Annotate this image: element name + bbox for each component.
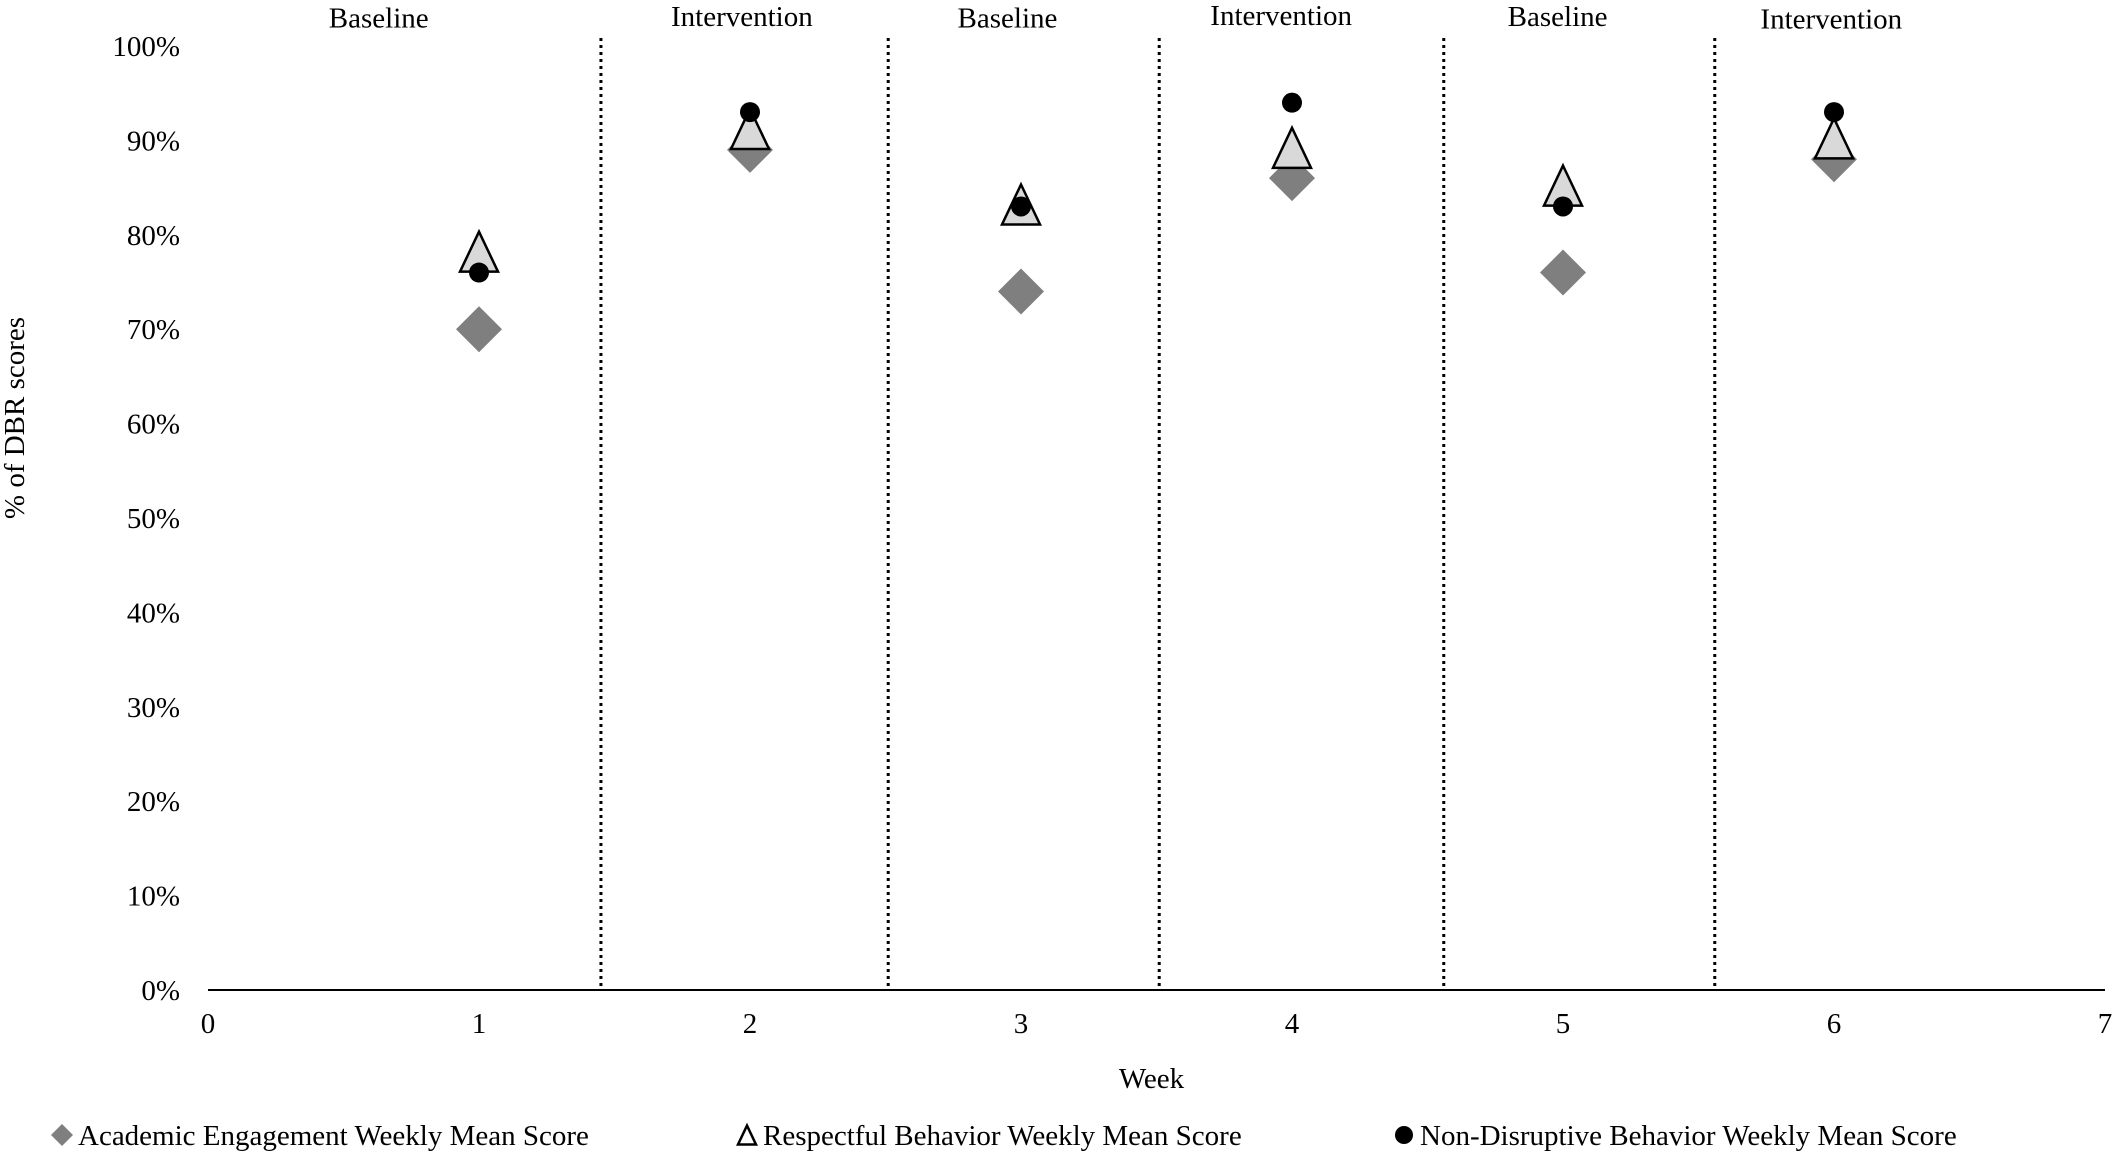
x-axis-title: Week bbox=[1119, 1063, 1185, 1095]
y-tick-label: 20% bbox=[127, 786, 180, 818]
y-axis-tick-labels: 0% 10% 20% 30% 40% 50% 60% 70% 80% 90% 100% bbox=[112, 31, 180, 1007]
y-tick-label: 60% bbox=[127, 409, 180, 441]
phase-label: Intervention bbox=[1210, 0, 1352, 32]
phase-labels: Baseline Intervention Baseline Intervention… bbox=[329, 0, 1903, 36]
data-point-circle bbox=[1282, 92, 1302, 113]
x-tick-label: 2 bbox=[743, 1008, 758, 1040]
y-tick-label: 30% bbox=[127, 692, 180, 724]
x-tick-label: 0 bbox=[201, 1008, 216, 1040]
legend-item: Non-Disruptive Behavior Weekly Mean Scor… bbox=[1395, 1120, 1957, 1152]
legend-item: Respectful Behavior Weekly Mean Score bbox=[735, 1120, 1242, 1152]
legend-marker-diamond bbox=[51, 1124, 73, 1146]
y-tick-label: 10% bbox=[127, 881, 180, 913]
x-tick-label: 4 bbox=[1285, 1008, 1300, 1040]
x-tick-label: 6 bbox=[1827, 1008, 1842, 1040]
phase-label: Baseline bbox=[1508, 1, 1608, 33]
series-triangle bbox=[458, 106, 1855, 273]
legend-marker-triangle bbox=[735, 1122, 759, 1146]
phase-label: Baseline bbox=[958, 3, 1058, 35]
y-tick-label: 100% bbox=[112, 31, 180, 63]
phase-label: Baseline bbox=[329, 3, 429, 35]
x-axis-tick-labels: 0 1 2 3 4 5 6 7 bbox=[201, 1008, 2113, 1040]
data-point-diamond bbox=[998, 268, 1044, 315]
y-tick-label: 80% bbox=[127, 220, 180, 252]
y-axis-title: % of DBR scores bbox=[0, 317, 31, 519]
y-tick-label: 0% bbox=[141, 975, 180, 1007]
y-tick-label: 90% bbox=[127, 125, 180, 157]
series-circle bbox=[469, 92, 1844, 283]
data-point-circle bbox=[740, 102, 760, 123]
x-tick-label: 1 bbox=[472, 1008, 487, 1040]
legend-label: Respectful Behavior Weekly Mean Score bbox=[763, 1120, 1242, 1152]
data-point-triangle bbox=[729, 106, 771, 151]
data-point-diamond bbox=[456, 306, 502, 353]
data-point-triangle bbox=[1271, 124, 1313, 170]
y-tick-label: 50% bbox=[127, 503, 180, 535]
x-tick-label: 5 bbox=[1556, 1008, 1571, 1040]
legend: Academic Engagement Weekly Mean Score Res… bbox=[51, 1120, 1957, 1152]
data-point-circle bbox=[1824, 102, 1844, 123]
phase-change-lines bbox=[599, 38, 1717, 990]
x-tick-label: 7 bbox=[2098, 1008, 2113, 1040]
data-point-diamond bbox=[1540, 249, 1586, 296]
phase-label: Intervention bbox=[1760, 4, 1902, 36]
data-point-circle bbox=[1553, 196, 1573, 217]
legend-item: Academic Engagement Weekly Mean Score bbox=[51, 1120, 589, 1152]
series-diamond bbox=[456, 126, 1857, 353]
legend-label: Non-Disruptive Behavior Weekly Mean Scor… bbox=[1420, 1120, 1957, 1152]
data-point-circle bbox=[469, 262, 489, 283]
phase-label: Intervention bbox=[671, 1, 813, 33]
y-tick-label: 70% bbox=[127, 314, 180, 346]
y-tick-label: 40% bbox=[127, 597, 180, 629]
legend-label: Academic Engagement Weekly Mean Score bbox=[78, 1120, 589, 1152]
legend-marker-circle bbox=[1395, 1126, 1413, 1144]
data-points bbox=[456, 92, 1857, 353]
data-point-triangle bbox=[1813, 115, 1855, 160]
x-tick-label: 3 bbox=[1014, 1008, 1029, 1040]
data-point-circle bbox=[1011, 196, 1031, 217]
